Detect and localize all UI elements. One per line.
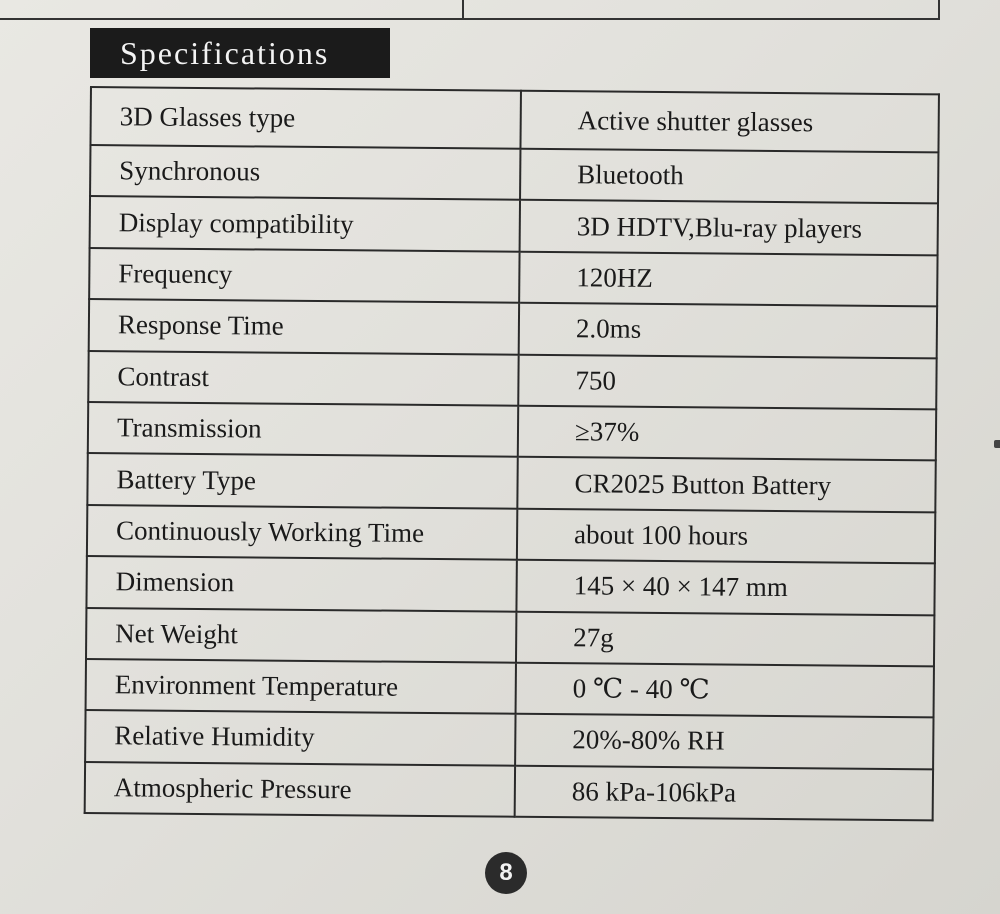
spec-label: Dimension [86,556,517,612]
table-row: Atmospheric Pressure 86 kPa-106kPa [84,761,934,821]
table-row: Dimension 145 × 40 × 147 mm [86,556,935,615]
table-row: Contrast 750 [88,350,937,410]
spec-label: Transmission [87,401,519,458]
spec-label: Battery Type [87,453,518,509]
spec-label: Frequency [89,247,520,303]
spec-value: Active shutter glasses [520,90,939,153]
table-row: 3D Glasses type Active shutter glasses [90,87,939,153]
spec-label: Contrast [88,350,519,406]
table-row: Display compatibility 3D HDTV,Blu-ray pl… [89,196,939,256]
table-row: Transmission ≥37% [87,401,937,461]
table-row: Response Time 2.0ms [88,299,938,358]
table-row: Continuously Working Time about 100 hour… [86,504,936,564]
spec-value: 27g [515,611,935,667]
spec-value: 3D HDTV,Blu-ray players [519,200,939,256]
previous-table-divider [462,0,464,20]
spec-value: 86 kPa-106kPa [514,765,934,821]
spec-value: 145 × 40 × 147 mm [516,559,935,615]
spec-label: Relative Humidity [85,710,516,766]
page-edge-mark [994,440,1000,448]
spec-label: Response Time [88,299,520,355]
specifications-table: 3D Glasses type Active shutter glasses S… [84,86,940,821]
table-row: Environment Temperature 0 ℃ - 40 ℃ [85,658,934,718]
spec-label: 3D Glasses type [90,87,521,149]
spec-label: Synchronous [90,145,521,201]
spec-label: Environment Temperature [85,658,516,715]
spec-label: Continuously Working Time [86,504,518,560]
section-title: Specifications [90,28,390,78]
spec-value: ≥37% [517,405,937,461]
table-row: Synchronous Bluetooth [90,145,939,204]
spec-value: about 100 hours [516,508,936,564]
spec-value: 2.0ms [518,302,938,358]
previous-table-bottom-edge [0,0,940,20]
table-row: Battery Type CR2025 Button Battery [87,453,936,513]
spec-value: Bluetooth [520,148,939,204]
spec-label: Net Weight [86,607,517,663]
spec-value: 20%-80% RH [515,714,934,770]
spec-label: Display compatibility [89,196,521,252]
spec-value: 120HZ [519,251,938,307]
table-row: Net Weight 27g [86,607,935,667]
page-number-badge: 8 [485,852,527,894]
spec-value: 750 [518,354,937,410]
table-row: Frequency 120HZ [89,247,938,307]
table-row: Relative Humidity 20%-80% RH [85,710,934,770]
spec-label: Atmospheric Pressure [84,761,516,817]
spec-value: 0 ℃ - 40 ℃ [515,662,934,718]
spec-value: CR2025 Button Battery [517,457,936,513]
